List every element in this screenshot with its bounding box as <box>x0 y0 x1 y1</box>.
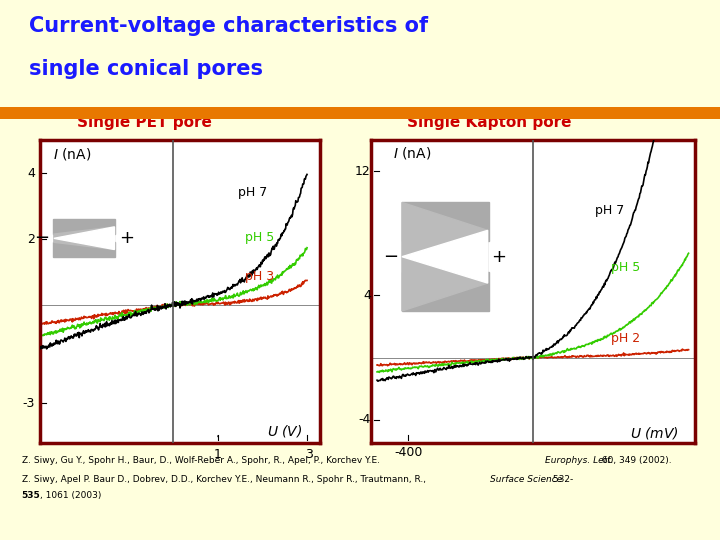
Text: pH 3: pH 3 <box>245 271 274 284</box>
Text: −: − <box>35 230 50 247</box>
Text: Single PET pore: Single PET pore <box>76 114 212 130</box>
Text: pH 7: pH 7 <box>238 186 267 199</box>
Text: Z. Siwy, Apel P. Baur D., Dobrev, D.D., Korchev Y.E., Neumann R., Spohr R., Trau: Z. Siwy, Apel P. Baur D., Dobrev, D.D., … <box>22 475 428 484</box>
Polygon shape <box>402 231 487 283</box>
Text: pH 2: pH 2 <box>611 333 640 346</box>
Text: pH 7: pH 7 <box>595 204 624 217</box>
Bar <box>402 272 489 311</box>
Text: 3: 3 <box>305 448 313 461</box>
Text: $\mathit{I}$ (nA): $\mathit{I}$ (nA) <box>392 145 431 161</box>
Text: -400: -400 <box>394 446 423 459</box>
Text: single conical pores: single conical pores <box>29 59 263 79</box>
Text: +: + <box>119 230 134 247</box>
Text: 1: 1 <box>214 448 222 461</box>
Text: 532-: 532- <box>550 475 573 484</box>
Polygon shape <box>402 202 487 311</box>
Text: Europhys. Lett.: Europhys. Lett. <box>545 456 613 465</box>
Text: 4: 4 <box>363 289 371 302</box>
Text: $\mathit{U}$ (V): $\mathit{U}$ (V) <box>267 423 302 440</box>
Text: +: + <box>491 248 506 266</box>
Text: Surface Science: Surface Science <box>490 475 562 484</box>
Text: −: − <box>384 248 399 266</box>
Text: 4: 4 <box>27 167 35 180</box>
Polygon shape <box>54 227 114 249</box>
Text: Z. Siwy, Gu Y., Spohr H., Baur, D., Wolf-Reber A., Spohr, R., Apel, P., Korchev : Z. Siwy, Gu Y., Spohr H., Baur, D., Wolf… <box>22 456 382 465</box>
Text: -4: -4 <box>359 413 371 426</box>
Text: 535: 535 <box>22 491 40 501</box>
Text: , 1061 (2003): , 1061 (2003) <box>40 491 101 501</box>
Bar <box>53 242 115 257</box>
Text: $\mathit{I}$ (nA): $\mathit{I}$ (nA) <box>53 146 91 161</box>
Bar <box>53 219 115 234</box>
Text: pH 5: pH 5 <box>611 261 640 274</box>
Text: $\mathit{U}$ (mV): $\mathit{U}$ (mV) <box>630 426 679 442</box>
Text: 2: 2 <box>27 233 35 246</box>
Text: Current-voltage characteristics of: Current-voltage characteristics of <box>29 16 428 36</box>
Text: 12: 12 <box>355 165 371 178</box>
Text: 60, 349 (2002).: 60, 349 (2002). <box>599 456 672 465</box>
Polygon shape <box>54 227 114 249</box>
Bar <box>402 202 489 241</box>
Text: -3: -3 <box>23 397 35 410</box>
Text: pH 5: pH 5 <box>245 231 274 244</box>
Text: Single Kapton pore: Single Kapton pore <box>408 114 572 130</box>
